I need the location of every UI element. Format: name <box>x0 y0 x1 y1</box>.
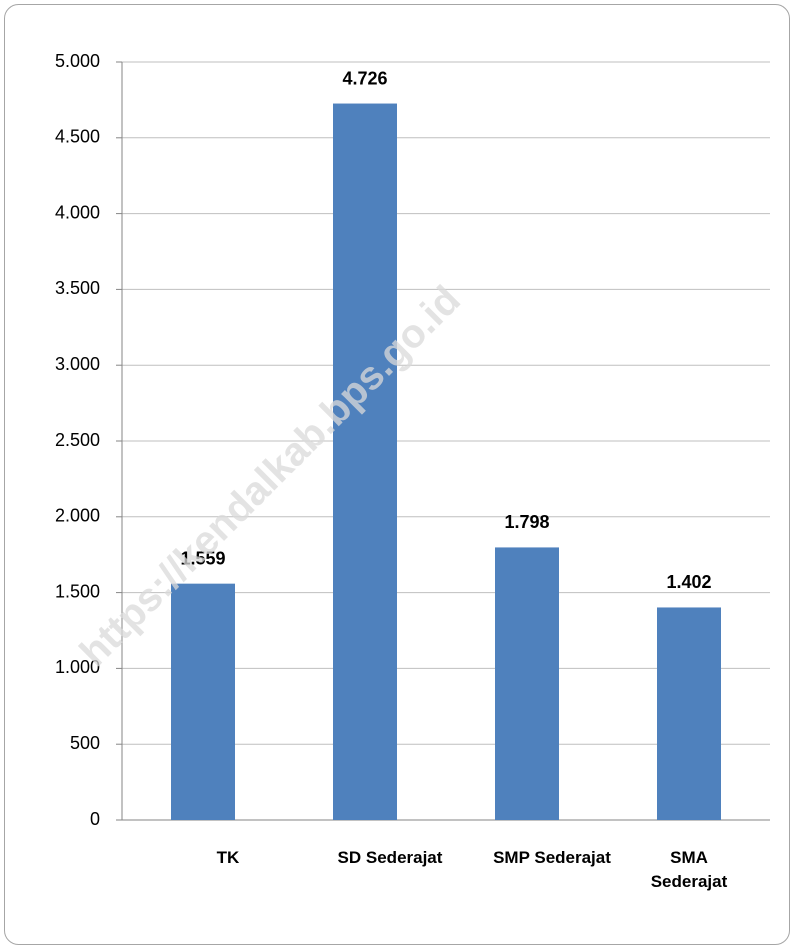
y-tick-label: 0 <box>90 809 100 829</box>
bar <box>495 547 559 820</box>
y-tick-label: 2.500 <box>55 430 100 450</box>
x-tick-label: SMP Sederajat <box>493 848 611 867</box>
y-tick-label: 1.500 <box>55 581 100 601</box>
data-label: 1.559 <box>180 548 225 568</box>
x-tick-label: SD Sederajat <box>337 848 443 867</box>
bar <box>657 607 721 820</box>
y-tick-label: 2.000 <box>55 506 100 526</box>
y-tick-label: 3.000 <box>55 354 100 374</box>
y-tick-label: 5.000 <box>55 51 100 71</box>
data-label: 1.798 <box>504 512 549 532</box>
bar <box>171 583 235 820</box>
y-tick-label: 500 <box>70 733 100 753</box>
y-tick-label: 4.500 <box>55 127 100 147</box>
y-tick-label: 4.000 <box>55 202 100 222</box>
bar <box>333 103 397 821</box>
x-tick-label: SMA Sederajat <box>650 848 728 891</box>
y-tick-label: 3.500 <box>55 278 100 298</box>
data-label: 4.726 <box>342 68 387 88</box>
y-tick-label: 1.000 <box>55 657 100 677</box>
x-tick-label: TK <box>216 848 240 867</box>
data-label: 1.402 <box>666 572 711 592</box>
